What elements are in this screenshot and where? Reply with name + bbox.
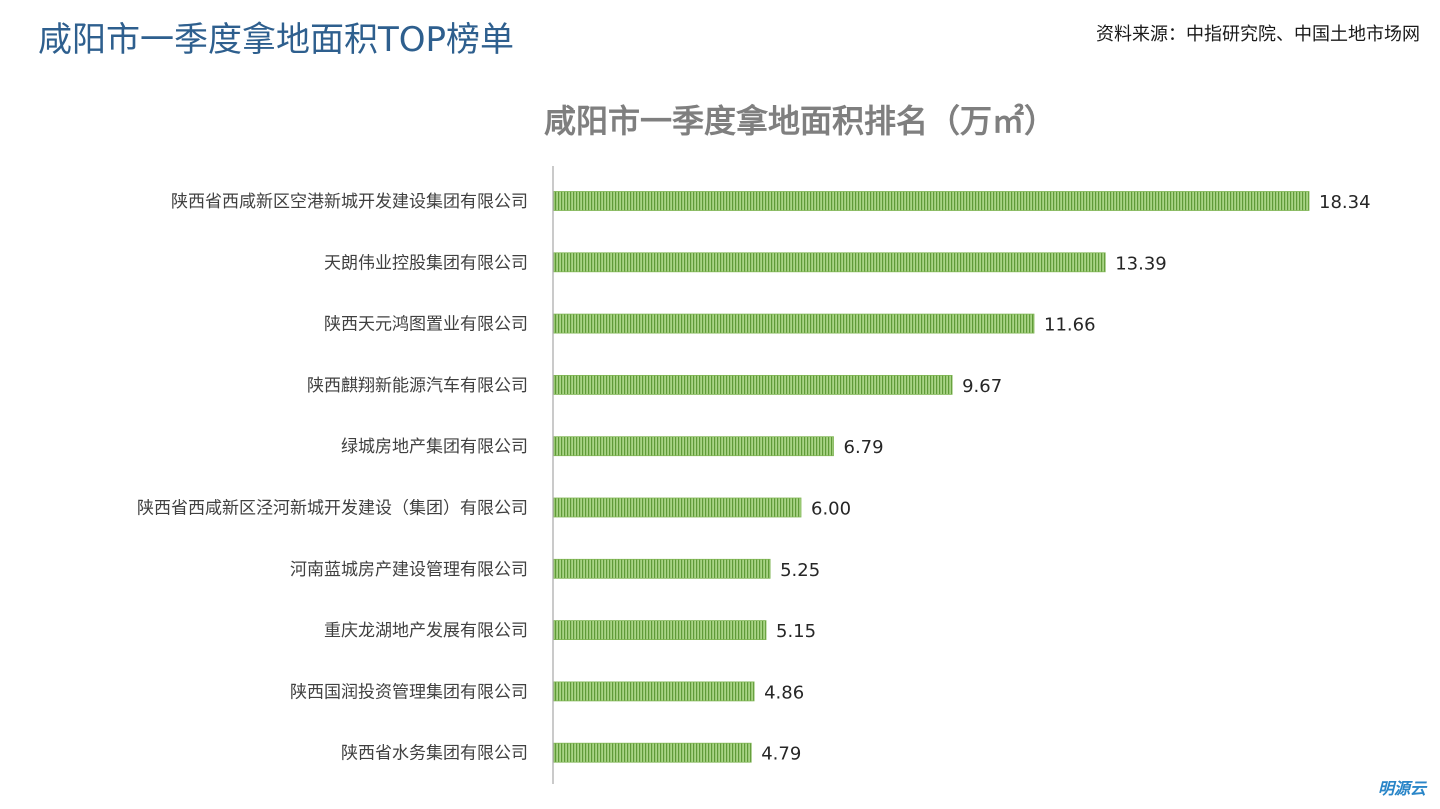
data-label: 9.67 (962, 376, 1002, 397)
category-label: 陕西天元鸿图置业有限公司 (324, 315, 528, 335)
bar (553, 558, 771, 579)
data-label: 18.34 (1319, 192, 1371, 213)
brand-logo: 明源云 (1377, 779, 1426, 798)
category-label: 陕西省西咸新区泾河新城开发建设（集团）有限公司 (137, 499, 528, 519)
category-label: 陕西省水务集团有限公司 (341, 744, 528, 764)
bar (553, 252, 1106, 273)
bar (553, 742, 752, 763)
bar (553, 620, 767, 640)
bar (553, 436, 834, 457)
source-note: 资料来源：中指研究院、中国土地市场网 (1096, 24, 1420, 45)
data-label: 6.79 (844, 437, 884, 458)
category-label: 陕西省西咸新区空港新城开发建设集团有限公司 (171, 192, 528, 212)
data-label: 4.79 (761, 744, 801, 765)
category-label: 陕西麒翔新能源汽车有限公司 (307, 376, 528, 396)
data-label: 4.86 (764, 682, 804, 703)
bar (553, 497, 802, 518)
data-label: 5.15 (776, 621, 816, 642)
category-label: 河南蓝城房产建设管理有限公司 (290, 560, 528, 580)
page-title: 咸阳市一季度拿地面积TOP榜单 (38, 20, 515, 60)
bar (553, 313, 1035, 334)
data-label: 5.25 (780, 560, 820, 581)
bar (553, 374, 953, 395)
category-label: 重庆龙湖地产发展有限公司 (324, 621, 528, 641)
category-label: 天朗伟业控股集团有限公司 (324, 253, 528, 273)
bar (553, 191, 1310, 211)
data-label: 13.39 (1115, 253, 1167, 274)
chart-title: 咸阳市一季度拿地面积排名（万㎡） (543, 102, 1057, 140)
bars-layer: 陕西省西咸新区空港新城开发建设集团有限公司 18.34 天朗伟业控股集团有限公司 13… (137, 191, 1371, 765)
category-label: 绿城房地产集团有限公司 (341, 437, 528, 457)
bar (553, 681, 755, 702)
data-label: 11.66 (1044, 315, 1096, 336)
data-label: 6.00 (811, 499, 851, 520)
category-label: 陕西国润投资管理集团有限公司 (290, 682, 528, 702)
